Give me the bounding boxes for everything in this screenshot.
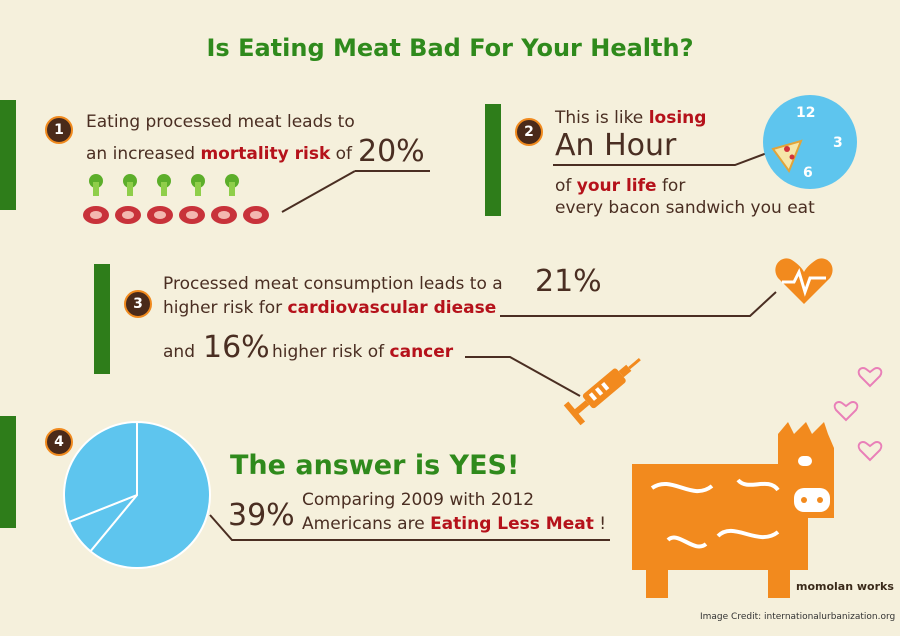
broccoli-icons [89, 174, 239, 196]
clock-6-label: 6 [803, 165, 813, 181]
section-2-line-3: every bacon sandwich you eat [555, 198, 815, 218]
section-2-line-1-pre: This is like [555, 108, 649, 128]
an-hour-value: An Hour [555, 128, 677, 163]
section-3-line-3-mid: higher risk of [272, 342, 390, 362]
section-1-bar [0, 100, 16, 210]
mortality-risk-text: mortality risk [200, 144, 331, 164]
section-4-line-2-pre: Americans are [302, 514, 431, 534]
pie-slice [89, 420, 211, 569]
step-1-badge: 1 [45, 116, 73, 144]
broccoli-row [84, 172, 244, 203]
step-3-badge: 3 [124, 290, 152, 318]
pie-slice [63, 420, 138, 524]
heart-icon [775, 258, 833, 304]
section-3-line-3-pre: and [163, 342, 195, 362]
eating-less-meat-text: Eating Less Meat [430, 514, 594, 534]
section-2-line-2-post: for [656, 176, 686, 196]
cancer-text: cancer [389, 342, 454, 362]
hearts-decoration-icon [833, 366, 883, 462]
cancer-value: 16% [203, 330, 270, 365]
syringe-icon [563, 358, 641, 426]
section-4-line-2: Americans are Eating Less Meat ! [302, 514, 606, 534]
cardiovascular-text: cardiovascular diease [287, 298, 497, 318]
less-meat-value: 39% [228, 498, 295, 533]
pie-chart [63, 420, 211, 569]
mortality-value: 20% [358, 134, 425, 169]
page-title: Is Eating Meat Bad For Your Health? [206, 34, 694, 62]
losing-text: losing [648, 108, 707, 128]
clock-3-label: 3 [833, 135, 843, 151]
section-4-line-2-post: ! [593, 514, 607, 534]
clock-icon: 12 3 6 [763, 95, 857, 189]
section-2-bar [485, 104, 501, 216]
clock-12-label: 12 [796, 105, 816, 121]
section-3-line-2-pre: higher risk for [163, 298, 288, 318]
steak-icons [83, 206, 269, 224]
answer-heading: The answer is YES! [230, 450, 520, 481]
section-3-line-2: higher risk for cardiovascular diease [163, 298, 496, 318]
section-1-line-2-post: of [330, 144, 353, 164]
section-2-line-2-pre: of [555, 176, 577, 196]
step-2-badge: 2 [515, 118, 543, 146]
step-4-badge: 4 [45, 428, 73, 456]
your-life-text: your life [576, 176, 657, 196]
section-3-line-3: higher risk of cancer [272, 342, 453, 362]
section-4-bar [0, 416, 16, 528]
cardio-value: 21% [535, 264, 602, 299]
section-4-line-1: Comparing 2009 with 2012 [302, 490, 535, 510]
signature-text: momolan works [796, 580, 894, 593]
section-1-line-2: an increased mortality risk of [86, 144, 352, 164]
section-3-line-1: Processed meat consumption leads to a [163, 274, 503, 294]
pizza-slice-icon [771, 139, 803, 174]
section-1-line-1: Eating processed meat leads to [86, 112, 355, 132]
cow-illustration [632, 422, 834, 598]
image-credit: Image Credit: internationalurbanization.… [700, 612, 896, 622]
section-3-bar [94, 264, 110, 374]
section-2-line-1: This is like losing [555, 108, 706, 128]
section-2-line-2: of your life for [555, 176, 685, 196]
section-1-line-2-pre: an increased [86, 144, 201, 164]
